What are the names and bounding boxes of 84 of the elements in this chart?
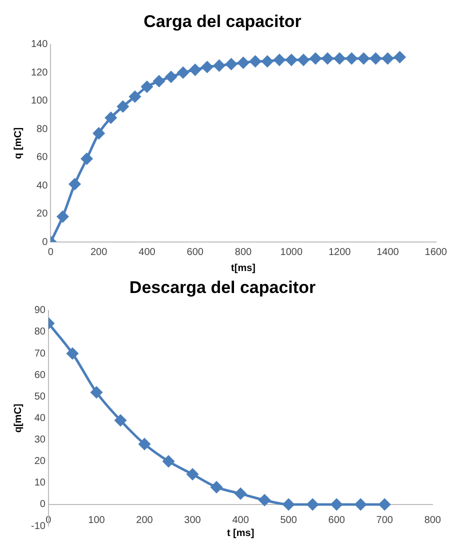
y-tick-label: 80 [34,326,46,338]
point [210,481,222,493]
point [298,54,310,66]
x-tick-label: 1400 [376,246,400,258]
x-tick-label: 600 [186,246,204,258]
point [213,60,225,72]
x-tick-label: 100 [88,515,106,526]
point [153,75,165,87]
point [141,80,153,92]
y-tick-label: 90 [34,305,46,316]
y-axis-title: q [mC] [12,127,24,160]
point [225,58,237,70]
y-tick-label: 20 [34,456,46,468]
point [382,52,394,64]
point [250,56,262,68]
point [330,498,342,510]
point [306,498,318,510]
point [165,71,177,83]
point [201,61,213,73]
y-tick-label: 140 [30,39,48,50]
x-tick-label: 600 [328,515,346,526]
point [66,348,78,360]
point [69,178,81,190]
point [274,54,286,66]
y-tick-label: -10 [31,520,46,532]
x-tick-label: 1200 [328,246,352,258]
point [90,386,102,398]
x-tick-label: 200 [90,246,108,258]
point [238,57,250,68]
point [358,52,370,64]
chart-title: Descarga del capacitor [129,278,316,297]
y-tick-label: 40 [34,412,46,424]
point [81,152,93,164]
x-tick-label: 200 [136,515,154,526]
point [310,52,322,64]
point [117,100,129,112]
x-axis-title: t[ms] [231,262,256,274]
y-tick-label: 120 [30,67,48,78]
y-axis-title: q[mC] [12,404,24,433]
y-tick-label: 0 [40,499,46,510]
x-tick-label: 800 [424,515,442,526]
point [56,210,68,222]
point [378,498,390,510]
x-tick-label: 400 [232,515,250,526]
x-tick-label: 400 [138,246,156,258]
y-tick-label: 10 [34,478,46,489]
point [334,52,346,64]
point [258,494,270,506]
point [346,52,358,64]
x-tick-label: 700 [376,515,394,526]
y-tick-label: 30 [34,434,46,446]
x-tick-label: 300 [184,515,202,526]
point [262,56,274,68]
y-tick-label: 70 [34,348,46,360]
x-tick-label: 800 [234,246,252,258]
x-tick-label: 1000 [280,246,303,258]
point [286,54,298,66]
point [93,128,105,140]
point [114,414,126,426]
point [105,112,117,124]
point [234,488,246,500]
x-axis-title: t [ms] [226,528,254,539]
y-tick-label: 80 [36,124,48,135]
point [394,51,406,63]
point [322,52,334,64]
point [354,498,366,510]
x-tick-label: 500 [280,515,298,526]
y-tick-label: 100 [30,96,48,107]
point [282,498,294,510]
y-tick-label: 60 [34,370,46,381]
y-tick-label: 50 [34,391,46,402]
x-tick-label: 1600 [424,246,448,258]
point [186,468,198,480]
point [189,64,201,76]
y-tick-label: 20 [36,208,48,220]
chart-title: Carga del capacitor [144,12,302,31]
point [370,52,382,64]
point [177,66,189,78]
y-tick-label: 60 [36,152,48,164]
y-tick-label: 0 [42,236,48,248]
point [162,456,174,468]
y-tick-label: 40 [36,180,48,192]
point [138,438,150,450]
point [129,90,141,102]
